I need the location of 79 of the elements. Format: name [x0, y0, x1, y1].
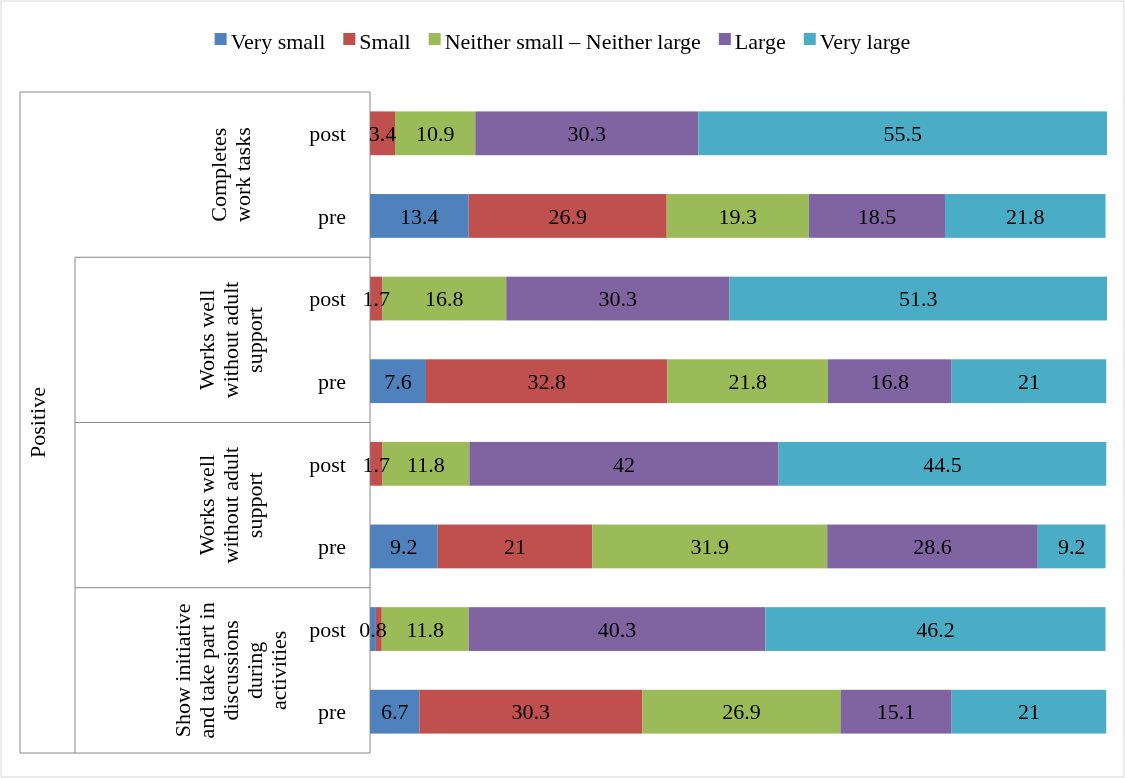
data-label: 21.8: [1006, 203, 1045, 229]
text: Completes work tasks: [205, 127, 255, 222]
bar: [468, 194, 667, 238]
legend-label: Large: [734, 28, 786, 54]
bar: [395, 111, 476, 156]
data-label: 55.5: [883, 121, 922, 147]
data-label: 32.8: [527, 368, 566, 394]
bar: [765, 607, 1106, 651]
bar: [1037, 524, 1106, 569]
bar: [840, 689, 952, 734]
y-tick-label: post: [309, 616, 346, 642]
bar: [945, 194, 1106, 238]
data-label: 21: [504, 534, 527, 560]
data-label: 26.9: [722, 699, 761, 725]
data-label: 46.2: [916, 616, 955, 642]
data-label: 18.5: [857, 203, 897, 229]
data-label: 11.8: [407, 451, 445, 477]
bar: [951, 689, 1107, 734]
bar: [778, 441, 1107, 486]
y-tick-label: pre: [317, 368, 346, 394]
data-label: 10.9: [415, 121, 455, 147]
bar: [592, 524, 828, 569]
bar: [666, 194, 809, 238]
y-tick-label: post: [309, 121, 346, 147]
bar: [667, 359, 828, 404]
bar: [475, 111, 699, 156]
data-label: 28.6: [913, 534, 952, 560]
data-label: 44.5: [923, 451, 962, 477]
data-label: 6.7: [380, 699, 409, 725]
bar: [370, 689, 420, 734]
bar: [419, 689, 643, 734]
data-label: 16.8: [870, 368, 910, 394]
legend-label: Neither small – Neither large: [444, 28, 701, 54]
data-label: 30.3: [511, 699, 551, 725]
y-tick-label: pre: [317, 699, 346, 725]
bar: [468, 607, 766, 651]
data-label: 16.8: [425, 286, 464, 312]
data-label: 15.1: [876, 699, 916, 725]
data-label: 26.9: [548, 203, 587, 229]
data-label: 21: [1017, 368, 1040, 394]
data-label: 21.8: [728, 368, 767, 394]
bar: [437, 524, 593, 569]
data-label: 30.3: [567, 121, 607, 147]
y-tick-label: post: [309, 286, 346, 312]
data-label: 31.9: [690, 534, 730, 560]
bar: [827, 359, 952, 404]
bar: [642, 689, 841, 734]
bar: [808, 194, 946, 238]
legend-label: Very small: [230, 28, 326, 54]
data-label: 9.2: [1057, 534, 1086, 560]
data-label: 19.3: [718, 203, 758, 229]
bar: [370, 359, 426, 404]
bar: [425, 359, 668, 404]
data-label: 40.3: [597, 616, 637, 642]
bar: [827, 524, 1038, 569]
bar: [370, 524, 438, 569]
y-tick-label: post: [309, 451, 346, 477]
text: Works well without adult support: [193, 281, 267, 399]
data-label: 11.8: [406, 616, 445, 642]
bar: [370, 194, 469, 238]
data-label: 7.6: [384, 368, 412, 394]
bar: [951, 359, 1107, 404]
y-tick-label: pre: [317, 534, 346, 560]
data-label: 21: [1017, 699, 1040, 725]
data-label: 9.2: [390, 534, 418, 560]
data-label: 13.4: [400, 203, 439, 229]
bar: [506, 276, 730, 321]
bar: [469, 441, 779, 486]
legend-label: Very large: [819, 28, 911, 54]
text: Positive: [24, 387, 50, 458]
bar: [729, 276, 1107, 321]
bar: [698, 111, 1107, 156]
text: Works well without adult support: [193, 446, 267, 564]
data-label: 42: [613, 451, 636, 477]
text: Show initiative and take part in discussions during activities: [169, 602, 291, 739]
data-label: 30.3: [598, 286, 637, 312]
data-label: 51.3: [898, 286, 938, 312]
legend-label: Small: [359, 28, 411, 54]
y-tick-label: pre: [317, 203, 346, 229]
